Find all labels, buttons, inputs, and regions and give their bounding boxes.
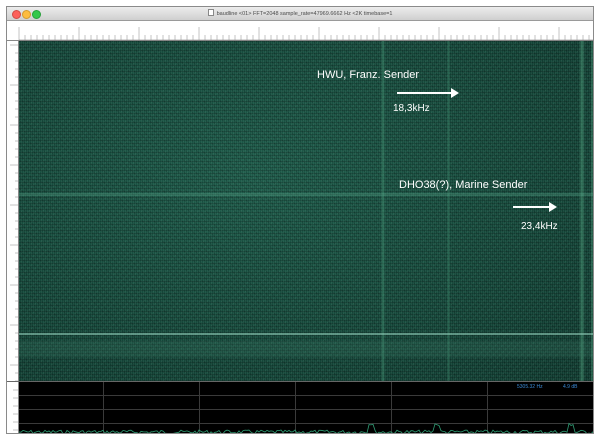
- carrier-line-4: [591, 41, 593, 381]
- scope-grid-line: [19, 395, 593, 396]
- minimize-window-button[interactable]: [22, 10, 31, 19]
- scope-axis: [7, 382, 19, 433]
- window-title: baudline <01> FFT=2048 sample_rate=47969…: [7, 9, 593, 17]
- close-window-button[interactable]: [12, 10, 21, 19]
- spectrogram-noise: [19, 41, 593, 381]
- spectrum-trace: [19, 422, 593, 433]
- scope-level-readout: 4.9 dB: [563, 384, 578, 390]
- time-ruler-ticks: [10, 44, 19, 381]
- carrier-line-1: [381, 41, 385, 381]
- frequency-ruler[interactable]: [7, 21, 593, 41]
- spectrum-scope-panel[interactable]: 5305.32 Hz 4.9 dB: [7, 381, 593, 433]
- window-title-text: baudline <01> FFT=2048 sample_rate=47969…: [216, 11, 393, 17]
- scope-grid-line: [391, 382, 392, 433]
- scope-frequency-readout: 5305.32 Hz: [517, 384, 543, 390]
- annotation-dho38-arrow: [513, 201, 559, 213]
- baudline-window: baudline <01> FFT=2048 sample_rate=47969…: [6, 6, 594, 434]
- carrier-line-3: [579, 41, 585, 381]
- scope-grid-line: [295, 382, 296, 433]
- carrier-line-2: [447, 41, 450, 381]
- annotation-hwu-frequency: 18,3kHz: [393, 103, 430, 114]
- interference-band-1: [19, 193, 593, 196]
- annotation-dho38-label: DHO38(?), Marine Sender: [399, 179, 528, 191]
- scope-grid-line: [487, 382, 488, 433]
- annotation-hwu-arrow: [397, 87, 461, 99]
- annotation-dho38-frequency: 23,4kHz: [521, 221, 558, 232]
- scope-grid-line: [19, 409, 593, 410]
- document-icon: [207, 9, 214, 16]
- scope-grid-line: [103, 382, 104, 433]
- annotation-hwu-label: HWU, Franz. Sender: [317, 69, 420, 81]
- time-ruler[interactable]: [7, 41, 19, 381]
- frequency-ruler-ticks: [18, 27, 593, 41]
- title-bar[interactable]: baudline <01> FFT=2048 sample_rate=47969…: [7, 7, 593, 21]
- scope-grid-line: [19, 423, 593, 424]
- scope-axis-ticks: [13, 389, 19, 431]
- interference-band-2: [19, 333, 593, 335]
- interference-band-3: [19, 341, 593, 357]
- scope-grid-line: [199, 382, 200, 433]
- zoom-window-button[interactable]: [32, 10, 41, 19]
- spectrogram-display[interactable]: HWU, Franz. Sender 18,3kHz DHO38(?), Mar…: [19, 41, 593, 381]
